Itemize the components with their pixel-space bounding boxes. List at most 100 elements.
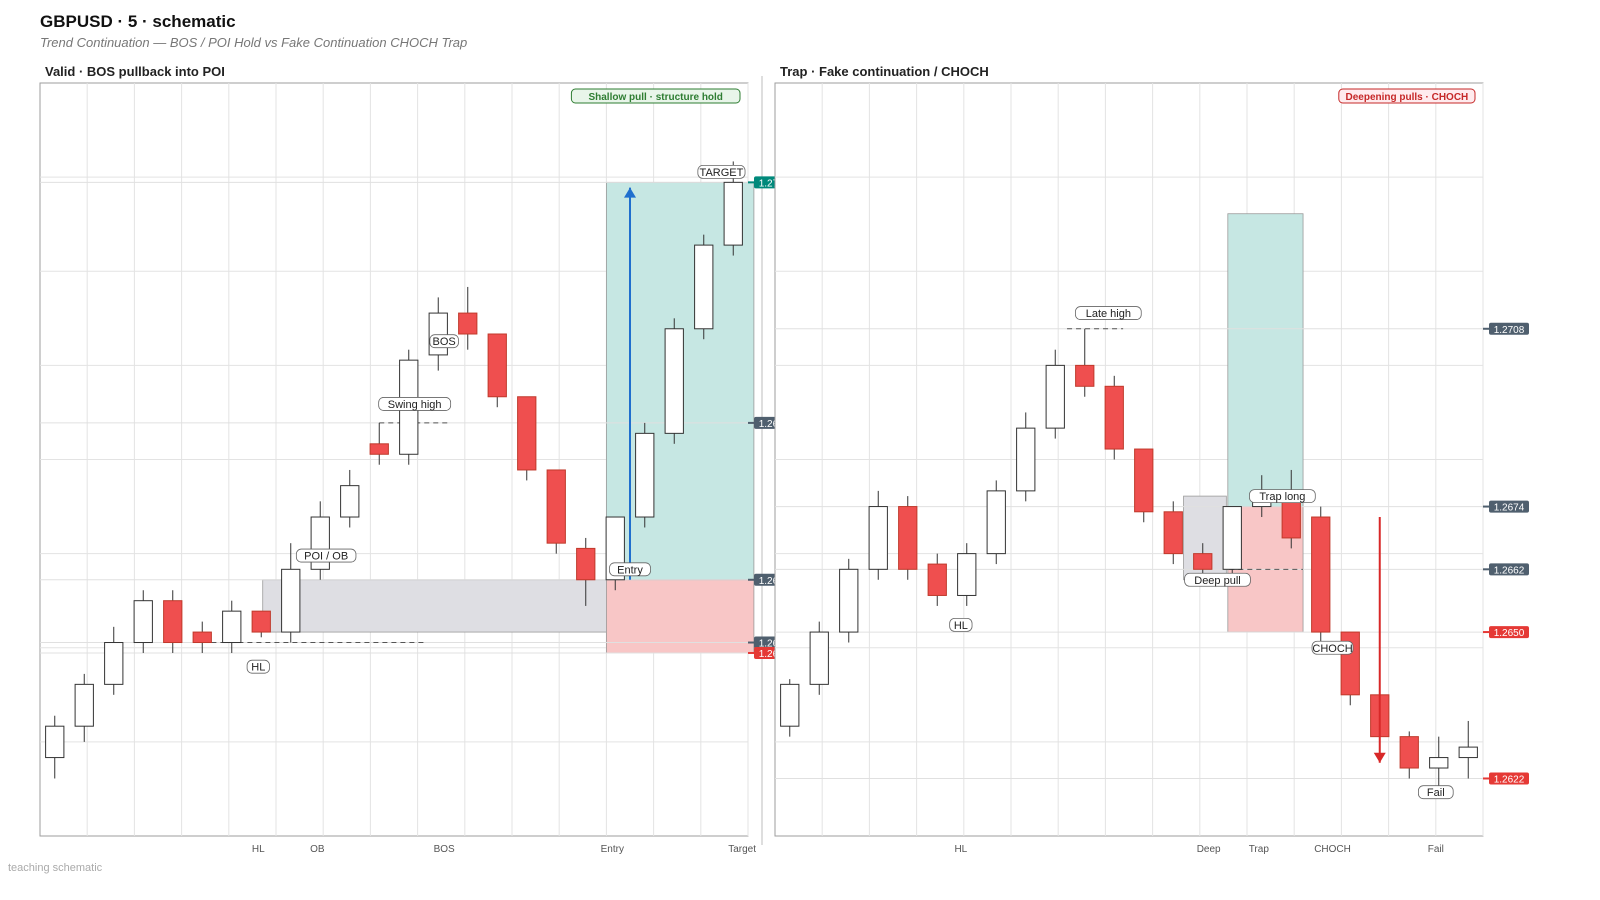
annotation-box [697,164,746,179]
annotation-box [378,397,452,411]
bear-candle [1163,511,1183,555]
annotation-label: Fail [1427,787,1445,799]
bull-candle [74,683,94,727]
price-badge-label: 1.2690 [759,419,790,430]
price-badge [1489,563,1529,576]
bull-candle [281,568,301,633]
annotation-label: Deep pull [1194,575,1240,587]
x-tick-label: Trap [1249,844,1270,855]
chart-title: GBPUSD · 5 · schematic [40,12,236,31]
chart-panel-1: Valid · BOS pullback into POI 1.2736 1.269… [39,64,794,855]
bull-candle [1016,427,1036,492]
price-badge-label: 1.2648 [759,639,790,650]
x-tick-label: BOS [434,844,455,855]
price-badge-label: 1.2622 [1494,774,1525,785]
annotation-label: Entry [617,564,643,576]
bull-candle [428,312,448,356]
bear-candle [251,610,271,633]
annotation-box [949,617,973,632]
status-badge-label: Deepening pulls · CHOCH [1346,92,1469,103]
annotation-box [609,562,651,577]
bear-candle [1399,736,1419,769]
bull-candle [1222,506,1242,570]
bull-candle [635,432,655,518]
annotation-box [1075,306,1142,320]
bull-candle [868,506,888,570]
price-badge [1489,772,1529,785]
annotation-label: BOS [433,336,456,348]
annotation-box [1311,640,1354,655]
bull-candle [1045,364,1065,429]
bull-candle [133,600,153,644]
bear-candle [927,563,947,596]
bear-candle [517,396,537,471]
x-tick-label: Fail [1428,844,1444,855]
annotation-box [1249,489,1316,504]
price-badge-label: 1.2674 [1494,503,1525,514]
status-badge [1338,88,1476,104]
annotation-box [429,334,459,349]
status-badge-label: Shallow pull · structure hold [588,92,722,103]
x-tick-label: Entry [601,844,624,855]
annotation-label: Late high [1086,308,1131,320]
x-tick-label: Deep [1197,844,1221,855]
annotation-box [1418,785,1454,800]
bear-candle [1193,553,1213,570]
price-badge-label: 1.2736 [759,178,790,189]
price-badge-label: 1.2662 [1494,565,1525,576]
bull-candle [957,553,977,596]
price-badge-label: 1.2708 [1494,325,1525,336]
annotation-label: CHOCH [1312,643,1352,655]
annotation-label: Swing high [388,399,442,411]
x-tick-label: HL [954,844,967,855]
bull-candle [780,683,800,727]
bull-candle [222,610,242,644]
annotation-box [1184,572,1251,587]
bear-candle [546,469,566,544]
status-badge [570,88,741,104]
bear-candle [192,631,212,644]
long-arrowhead [624,187,636,198]
price-badge-label: 1.2660 [759,576,790,587]
bear-candle [1075,364,1095,387]
bear-candle [1134,448,1154,513]
price-badge-label: 1.2650 [1494,628,1525,639]
bear-candle [487,333,507,398]
bear-candle [458,312,478,335]
bull-candle [1458,746,1478,759]
x-tick-label: CHOCH [1314,844,1351,855]
bull-candle [694,244,714,330]
price-badge [1489,500,1529,513]
bull-candle [839,568,859,633]
price-badge-label: 1.2646 [759,649,790,660]
bear-candle [369,443,389,455]
annotation-label: POI / OB [304,551,348,563]
bear-candle [576,547,596,581]
annotation-label: HL [251,662,265,674]
footer-note: teaching schematic [8,862,103,874]
stop-zone [606,579,755,654]
target-zone [1227,213,1304,507]
bear-candle [1104,385,1124,450]
poi-zone [262,579,607,633]
bull-candle [664,328,684,434]
x-tick-label: OB [310,844,325,855]
annotation-box [246,659,270,674]
bull-candle [1429,757,1449,769]
annotation-label: TARGET [700,167,744,179]
x-tick-label: Target [728,844,756,855]
chart-subtitle: Trend Continuation — BOS / POI Hold vs F… [40,35,468,50]
panel-title: Trap · Fake continuation / CHOCH [780,64,989,79]
short-arrowhead [1373,752,1386,763]
x-tick-label: HL [252,844,265,855]
bull-candle [723,181,743,246]
price-badge [1489,322,1529,335]
bull-candle [809,631,829,685]
annotation-box [295,548,357,563]
annotation-label: Trap long [1259,491,1305,503]
bear-candle [1311,516,1331,633]
bull-candle [104,642,124,685]
bear-candle [163,600,183,644]
annotation-label: HL [954,620,968,632]
